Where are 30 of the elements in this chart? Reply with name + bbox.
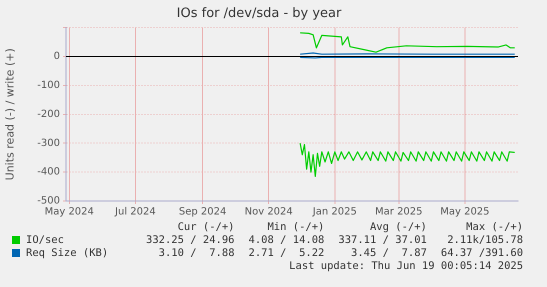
x-tick-label: Jan 2025 <box>312 206 357 218</box>
x-tick-label: Sep 2024 <box>178 206 226 218</box>
y-tick-label: -300 <box>37 138 60 149</box>
text: Avg (-/+) <box>368 221 427 233</box>
y-tick-label: -500 <box>37 196 60 207</box>
legend-label: Req Size (KB) <box>25 247 110 259</box>
text: Min (-/+) <box>266 221 324 233</box>
y-tick-label: -200 <box>37 108 60 120</box>
text: 3.10 / 7.88 <box>158 247 235 259</box>
text: 3.45 / 7.87 <box>350 247 427 259</box>
x-tick-label: Jul 2024 <box>114 206 156 218</box>
text: 2.71 / 5.22 <box>248 247 324 259</box>
text: Cur (-/+) <box>176 221 235 233</box>
text: Last update: Thu Jun 19 00:05:14 2025 <box>288 260 524 272</box>
x-tick-label: Mar 2025 <box>375 206 423 218</box>
chart-title: IOs for /dev/sda - by year <box>176 6 342 22</box>
x-tick-label: May 2025 <box>440 206 490 218</box>
text: Max (-/+) <box>465 221 524 233</box>
x-tick-label: May 2024 <box>44 206 94 218</box>
y-tick-label: -400 <box>37 166 60 178</box>
text: 4.08 / 14.08 <box>248 234 324 246</box>
text: 337.11 / 37.01 <box>338 234 427 246</box>
y-tick-label: -100 <box>37 80 60 91</box>
y-tick-label: 0 <box>54 51 60 62</box>
legend-label: IO/sec <box>25 234 65 246</box>
x-tick-label: Nov 2024 <box>244 206 293 218</box>
text: 332.25 / 24.96 <box>146 234 235 246</box>
text: 64.37 /391.60 <box>440 247 524 259</box>
text: 2.11k/105.78 <box>446 234 524 246</box>
y-axis-title: Units read (-) / write (+) <box>3 48 16 180</box>
